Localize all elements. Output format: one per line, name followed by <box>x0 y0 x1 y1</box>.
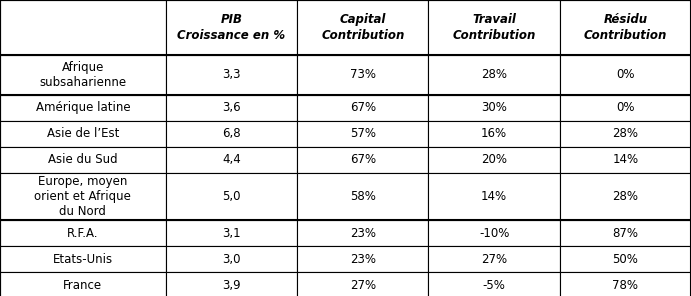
Text: Travail: Travail <box>472 13 516 26</box>
Bar <box>166 95 297 121</box>
Text: Asie de l’Est: Asie de l’Est <box>47 127 119 140</box>
Bar <box>560 0 691 55</box>
Bar <box>0 246 166 272</box>
Text: 23%: 23% <box>350 253 376 266</box>
Text: 14%: 14% <box>481 190 507 203</box>
Bar <box>0 220 166 246</box>
Bar <box>560 55 691 95</box>
Text: 3,1: 3,1 <box>223 227 240 240</box>
Text: 78%: 78% <box>612 279 638 292</box>
Bar <box>0 173 166 220</box>
Bar <box>166 246 297 272</box>
Bar <box>560 173 691 220</box>
Text: 4,4: 4,4 <box>222 153 241 166</box>
Bar <box>166 0 297 55</box>
Text: Europe, moyen
orient et Afrique
du Nord: Europe, moyen orient et Afrique du Nord <box>35 175 131 218</box>
Bar <box>166 121 297 147</box>
Bar <box>297 246 428 272</box>
Bar <box>560 246 691 272</box>
Text: -5%: -5% <box>482 279 506 292</box>
Bar <box>428 272 560 296</box>
Bar <box>560 220 691 246</box>
Bar <box>0 121 166 147</box>
Text: Contribution: Contribution <box>321 28 404 41</box>
Text: 27%: 27% <box>350 279 376 292</box>
Bar <box>166 173 297 220</box>
Text: 30%: 30% <box>481 101 507 114</box>
Bar <box>428 95 560 121</box>
Text: 16%: 16% <box>481 127 507 140</box>
Text: 67%: 67% <box>350 101 376 114</box>
Bar <box>560 95 691 121</box>
Bar <box>166 220 297 246</box>
Bar <box>297 55 428 95</box>
Text: 6,8: 6,8 <box>223 127 240 140</box>
Text: 5,0: 5,0 <box>223 190 240 203</box>
Bar <box>297 95 428 121</box>
Text: Contribution: Contribution <box>453 28 536 41</box>
Bar <box>297 272 428 296</box>
Bar <box>297 0 428 55</box>
Text: 3,0: 3,0 <box>223 253 240 266</box>
Text: 73%: 73% <box>350 68 376 81</box>
Text: Croissance en %: Croissance en % <box>178 28 285 41</box>
Bar <box>0 95 166 121</box>
Bar <box>166 55 297 95</box>
Bar <box>428 121 560 147</box>
Text: Contribution: Contribution <box>584 28 667 41</box>
Text: 14%: 14% <box>612 153 638 166</box>
Text: 50%: 50% <box>612 253 638 266</box>
Text: 0%: 0% <box>616 68 634 81</box>
Bar <box>166 147 297 173</box>
Text: 67%: 67% <box>350 153 376 166</box>
Text: -10%: -10% <box>479 227 509 240</box>
Text: R.F.A.: R.F.A. <box>67 227 99 240</box>
Text: 27%: 27% <box>481 253 507 266</box>
Text: 3,3: 3,3 <box>223 68 240 81</box>
Text: 23%: 23% <box>350 227 376 240</box>
Bar <box>166 272 297 296</box>
Bar <box>428 246 560 272</box>
Text: 0%: 0% <box>616 101 634 114</box>
Text: France: France <box>64 279 102 292</box>
Text: 57%: 57% <box>350 127 376 140</box>
Text: Capital: Capital <box>339 13 386 26</box>
Text: 58%: 58% <box>350 190 376 203</box>
Text: 28%: 28% <box>481 68 507 81</box>
Text: 20%: 20% <box>481 153 507 166</box>
Text: 3,9: 3,9 <box>223 279 240 292</box>
Bar <box>0 147 166 173</box>
Text: Amérique latine: Amérique latine <box>36 101 130 114</box>
Text: Etats-Unis: Etats-Unis <box>53 253 113 266</box>
Bar <box>0 55 166 95</box>
Text: Asie du Sud: Asie du Sud <box>48 153 117 166</box>
Bar <box>0 0 166 55</box>
Bar <box>428 0 560 55</box>
Bar <box>428 220 560 246</box>
Text: 28%: 28% <box>612 127 638 140</box>
Bar <box>297 147 428 173</box>
Text: Résidu: Résidu <box>603 13 647 26</box>
Bar <box>297 121 428 147</box>
Text: 3,6: 3,6 <box>223 101 240 114</box>
Text: PIB: PIB <box>220 13 243 26</box>
Bar <box>297 173 428 220</box>
Bar <box>428 55 560 95</box>
Bar <box>560 147 691 173</box>
Text: Afrique
subsaharienne: Afrique subsaharienne <box>39 61 126 89</box>
Text: 87%: 87% <box>612 227 638 240</box>
Text: 28%: 28% <box>612 190 638 203</box>
Bar <box>560 121 691 147</box>
Bar <box>0 272 166 296</box>
Bar <box>428 147 560 173</box>
Bar <box>560 272 691 296</box>
Bar <box>428 173 560 220</box>
Bar <box>297 220 428 246</box>
